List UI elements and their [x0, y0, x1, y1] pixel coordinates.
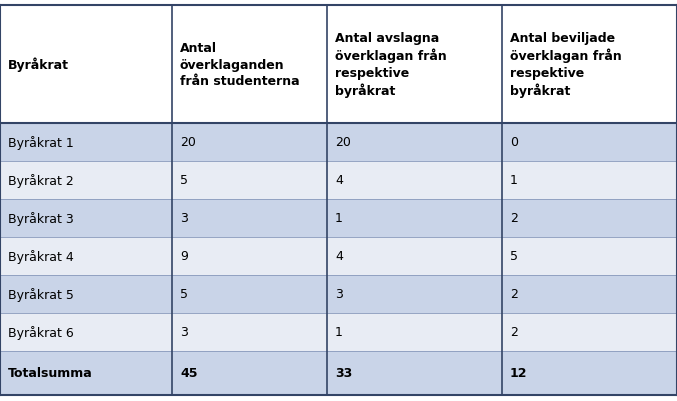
- Bar: [0, 200, 172, 237]
- Bar: [502, 313, 677, 351]
- Bar: [172, 200, 327, 237]
- Text: Antal beviljade
överklagan från
respektive
byråkrat: Antal beviljade överklagan från respekti…: [510, 32, 621, 98]
- Text: 1: 1: [510, 174, 518, 187]
- Bar: [502, 275, 677, 313]
- Text: Byråkrat 6: Byråkrat 6: [8, 325, 74, 339]
- Text: 4: 4: [335, 174, 343, 187]
- Text: Totalsumma: Totalsumma: [8, 367, 93, 380]
- Bar: [327, 124, 502, 162]
- Text: 5: 5: [180, 174, 188, 187]
- Text: 2: 2: [510, 288, 518, 301]
- Text: 33: 33: [335, 367, 352, 380]
- Bar: [0, 124, 172, 162]
- Bar: [502, 6, 677, 124]
- Text: 4: 4: [335, 250, 343, 263]
- Text: 45: 45: [180, 367, 198, 380]
- Text: Byråkrat 5: Byråkrat 5: [8, 287, 74, 301]
- Bar: [172, 124, 327, 162]
- Bar: [502, 124, 677, 162]
- Bar: [0, 6, 172, 124]
- Bar: [0, 275, 172, 313]
- Text: Byråkrat 2: Byråkrat 2: [8, 174, 74, 188]
- Text: 3: 3: [335, 288, 343, 301]
- Bar: [502, 162, 677, 200]
- Text: 1: 1: [335, 326, 343, 339]
- Text: Byråkrat: Byråkrat: [8, 58, 69, 72]
- Bar: [172, 313, 327, 351]
- Bar: [172, 6, 327, 124]
- Bar: [502, 237, 677, 275]
- Bar: [327, 351, 502, 395]
- Bar: [327, 237, 502, 275]
- Bar: [0, 162, 172, 200]
- Bar: [327, 313, 502, 351]
- Text: 2: 2: [510, 326, 518, 339]
- Bar: [327, 162, 502, 200]
- Text: Byråkrat 3: Byråkrat 3: [8, 211, 74, 225]
- Bar: [327, 200, 502, 237]
- Bar: [172, 351, 327, 395]
- Text: Antal
överklaganden
från studenterna: Antal överklaganden från studenterna: [180, 42, 300, 88]
- Bar: [172, 162, 327, 200]
- Text: 12: 12: [510, 367, 527, 380]
- Bar: [172, 237, 327, 275]
- Text: 3: 3: [180, 326, 188, 339]
- Text: 20: 20: [180, 136, 196, 149]
- Text: 20: 20: [335, 136, 351, 149]
- Text: 0: 0: [510, 136, 518, 149]
- Bar: [327, 6, 502, 124]
- Text: 1: 1: [335, 212, 343, 225]
- Text: Antal avslagna
överklagan från
respektive
byråkrat: Antal avslagna överklagan från respektiv…: [335, 32, 447, 98]
- Bar: [327, 275, 502, 313]
- Text: 3: 3: [180, 212, 188, 225]
- Bar: [172, 275, 327, 313]
- Bar: [0, 237, 172, 275]
- Text: Byråkrat 4: Byråkrat 4: [8, 249, 74, 263]
- Text: 9: 9: [180, 250, 188, 263]
- Text: 5: 5: [180, 288, 188, 301]
- Text: 2: 2: [510, 212, 518, 225]
- Bar: [0, 313, 172, 351]
- Text: 5: 5: [510, 250, 518, 263]
- Bar: [502, 200, 677, 237]
- Bar: [502, 351, 677, 395]
- Text: Byråkrat 1: Byråkrat 1: [8, 136, 74, 150]
- Bar: [0, 351, 172, 395]
